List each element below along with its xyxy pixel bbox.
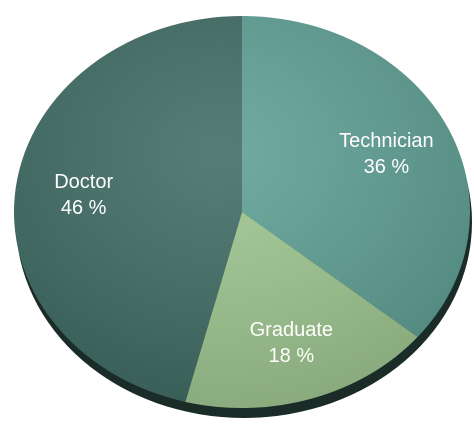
slice-value-label: 18 % (269, 345, 315, 367)
slice-value-label: 46 % (61, 197, 107, 219)
slice-label: Technician (339, 130, 434, 152)
slice-label: Doctor (54, 171, 113, 193)
slice-label: Graduate (250, 319, 333, 341)
slice-value-label: 36 % (364, 156, 410, 178)
